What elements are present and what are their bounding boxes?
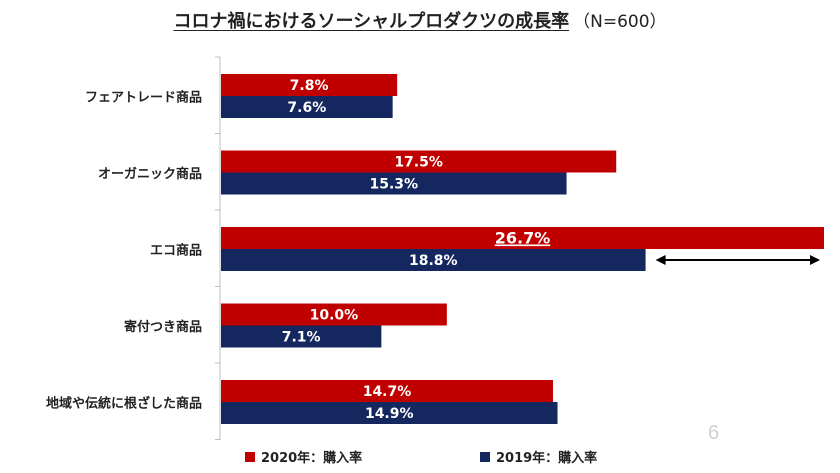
legend-label-2020: 2020年：購入率 bbox=[261, 451, 363, 466]
data-label-2020: 17.5% bbox=[394, 155, 443, 171]
category-label: オーガニック商品 bbox=[98, 166, 202, 182]
category-label: 地域や伝統に根ざした商品 bbox=[46, 396, 202, 412]
data-label-2020: 14.7% bbox=[363, 384, 412, 400]
bar-2019 bbox=[221, 96, 393, 118]
chart-subtitle: （N=600） bbox=[573, 12, 667, 32]
legend-swatch-2020 bbox=[245, 451, 255, 462]
bar-2019 bbox=[221, 325, 382, 348]
data-label-2019: 14.9% bbox=[365, 406, 414, 422]
data-label-2019: 7.6% bbox=[287, 100, 326, 116]
bar-2020 bbox=[221, 303, 447, 326]
data-label-2020: 7.8% bbox=[290, 78, 329, 94]
chart-title-main: コロナ禍におけるソーシャルプロダクツの成長率 bbox=[173, 11, 570, 32]
data-label-2019: 7.1% bbox=[282, 330, 321, 346]
category-label: エコ商品 bbox=[150, 243, 202, 259]
bar-2020 bbox=[221, 74, 398, 96]
bar-2020 bbox=[221, 380, 553, 402]
bar-2019 bbox=[221, 172, 567, 195]
annotation-arrow-head-left bbox=[655, 255, 666, 265]
bar-2020 bbox=[221, 150, 617, 173]
bar-2019 bbox=[221, 402, 558, 424]
bar-2020 bbox=[221, 227, 824, 249]
data-label-2019: 18.8% bbox=[409, 253, 458, 269]
data-label-2020: 10.0% bbox=[310, 308, 359, 324]
legend-item-2020: 2020年：購入率 bbox=[245, 447, 362, 466]
data-label-2020: 26.7% bbox=[495, 229, 551, 248]
legend-label-2019: 2019年：購入率 bbox=[496, 451, 598, 466]
category-label: 寄付つき商品 bbox=[124, 319, 202, 335]
legend-item-2019: 2019年：購入率 bbox=[480, 447, 597, 466]
chart-title: コロナ禍におけるソーシャルプロダクツの成長率 （N=600） bbox=[0, 7, 840, 33]
data-label-2019: 15.3% bbox=[369, 177, 418, 193]
category-label: フェアトレード商品 bbox=[85, 90, 202, 106]
annotation-arrow-head-right bbox=[810, 255, 820, 265]
page-number: 6 bbox=[708, 422, 720, 444]
bar-2019 bbox=[221, 249, 646, 271]
legend-swatch-2019 bbox=[480, 451, 490, 462]
